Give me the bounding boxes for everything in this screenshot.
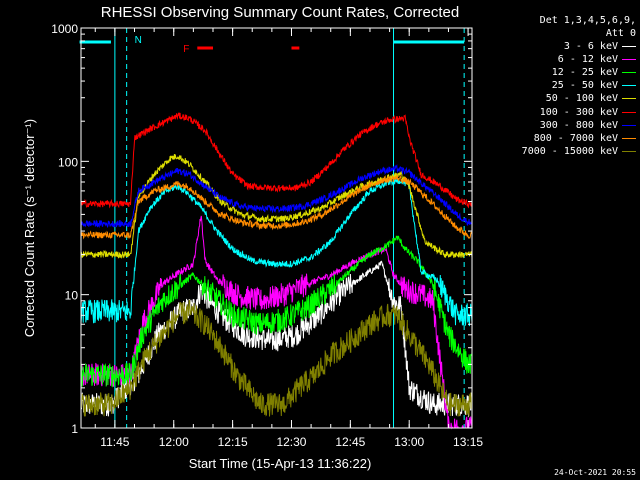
legend-entry-label: 25 - 50 keV [551,80,618,92]
chart-title: RHESSI Observing Summary Count Rates, Co… [101,4,459,21]
legend-swatch [622,137,636,139]
legend-entry-label: 6 - 12 keV [557,54,618,66]
legend-entry: 3 - 6 keV [478,40,636,53]
legend-entry-label: 100 - 300 keV [539,106,618,118]
series-layer [80,112,473,430]
legend-header-line-2: Att 0 [605,28,636,39]
legend-entry: 25 - 50 keV [478,79,636,92]
series-line-8 [80,299,473,417]
legend-entry: 800 - 7000 keV [478,132,636,145]
legend-swatch [622,85,636,87]
x-tick-label: 12:15 [218,435,248,449]
series-line-2 [80,235,473,388]
render-timestamp: 24-Oct-2021 20:55 [554,468,636,477]
legend-entry-label: 7000 - 15000 keV [521,145,618,157]
flare-marker-label: F [183,44,189,55]
legend-entry: 6 - 12 keV [478,53,636,66]
legend-swatch [622,150,636,152]
saa-marker-label: N [135,35,142,46]
series-line-1 [80,215,473,430]
series-line-7 [80,174,473,240]
x-tick-label: 13:15 [453,435,483,449]
series-line-5 [80,112,473,209]
axes-layer: 1 10 100 1000 11:45 12:00 12:15 12:30 12:45 13:00… [51,22,483,449]
legend-swatch [622,59,636,61]
y-axis-label: Corrected Count Rate (s⁻¹ detector⁻¹) [22,119,37,337]
legend-entry-label: 12 - 25 keV [551,67,618,79]
x-tick-label: 12:30 [276,435,306,449]
y-tick-label: 10 [65,289,79,303]
legend-entry-label: 3 - 6 keV [563,41,618,53]
legend-entry-label: 300 - 800 keV [539,119,618,131]
legend: Det 1,3,4,5,6,9, Att 0 3 - 6 keV 6 - 12 k… [478,14,636,158]
series-line-6 [80,164,473,229]
legend-entry: 7000 - 15000 keV [478,145,636,158]
legend-swatch [622,124,636,126]
legend-swatch [622,72,636,74]
annotation-layer: NF [79,28,465,428]
legend-swatch [622,46,636,48]
legend-entry: 100 - 300 keV [478,105,636,118]
legend-swatch [622,98,636,100]
legend-entry-label: 50 - 100 keV [545,93,618,105]
y-tick-label: 100 [58,155,78,169]
x-axis-label: Start Time (15-Apr-13 11:36:22) [189,456,372,471]
y-tick-label: 1000 [51,22,78,36]
legend-header-line-1: Det 1,3,4,5,6,9, [539,15,636,26]
plot-frame [80,27,473,429]
legend-entry: 50 - 100 keV [478,92,636,105]
legend-entries: 3 - 6 keV 6 - 12 keV 12 - 25 keV 25 - 50 ke… [478,40,636,158]
x-tick-label: 12:00 [159,435,189,449]
x-tick-label: 12:45 [335,435,365,449]
legend-entry: 12 - 25 keV [478,66,636,79]
x-tick-label: 13:00 [394,435,424,449]
legend-entry: 300 - 800 keV [478,119,636,132]
legend-entry-label: 800 - 7000 keV [533,132,618,144]
y-tick-label: 1 [71,422,78,436]
x-tick-label: 11:45 [100,435,129,449]
legend-swatch [622,111,636,113]
